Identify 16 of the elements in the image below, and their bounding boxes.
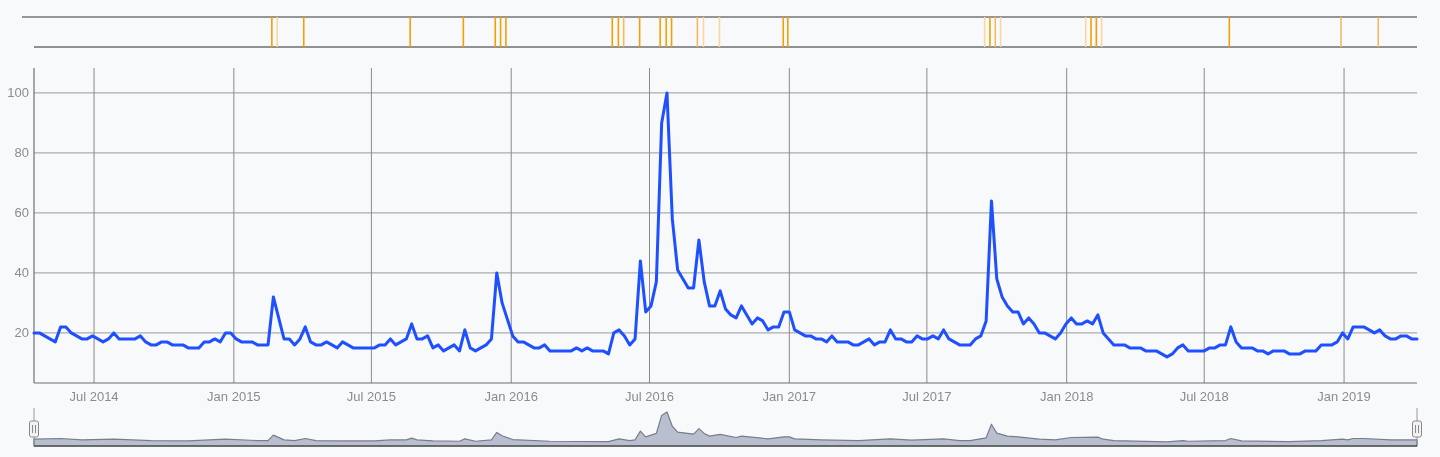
x-tick-label: Jul 2015 <box>346 389 396 404</box>
y-tick-label: 80 <box>14 145 29 161</box>
x-tick-label: Jan 2015 <box>207 389 261 404</box>
y-tick-label: 100 <box>7 85 29 101</box>
x-tick-label: Jan 2017 <box>762 389 817 404</box>
x-tick-label: Jul 2018 <box>1179 389 1229 404</box>
x-tick-label: Jul 2016 <box>624 389 675 404</box>
x-tick-label: Jan 2019 <box>1317 389 1371 404</box>
y-tick-label: 20 <box>14 325 29 341</box>
x-tick-label: Jan 2018 <box>1039 389 1094 404</box>
x-tick-label: Jul 2014 <box>69 389 119 404</box>
x-tick-label: Jan 2016 <box>484 389 538 404</box>
x-tick-label: Jul 2017 <box>902 389 952 404</box>
y-tick-label: 40 <box>14 265 29 281</box>
line-series <box>32 91 1419 359</box>
y-tick-label: 60 <box>14 205 29 221</box>
